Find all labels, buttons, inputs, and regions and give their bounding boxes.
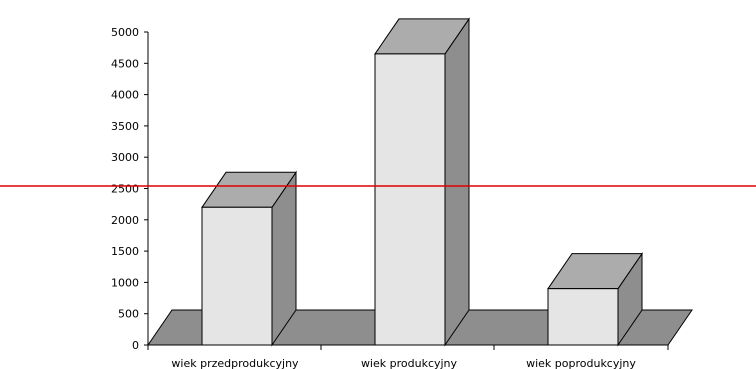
x-category-label: wiek przedprodukcyjny: [171, 357, 299, 369]
y-tick-label: 3000: [111, 151, 139, 164]
y-tick-label: 500: [118, 308, 139, 321]
bar: [374, 17, 470, 347]
y-tick-label: 2500: [111, 183, 139, 196]
bars: [201, 17, 643, 347]
y-tick-label: 5000: [111, 26, 139, 39]
category-labels: wiek przedprodukcyjny wiek produkcyjny wie…: [147, 344, 669, 369]
x-category-label: wiek produkcyjny: [361, 357, 458, 369]
bar-front-face: [374, 53, 446, 346]
bar-front-face: [201, 206, 273, 346]
y-tick-label: 1000: [111, 276, 139, 289]
y-tick-label: 3500: [111, 120, 139, 133]
y-tick-label: 0: [132, 339, 139, 352]
bar: [201, 170, 297, 347]
y-tick-label: 4000: [111, 89, 139, 102]
y-tick-label: 2000: [111, 214, 139, 227]
y-tick-label: 4500: [111, 57, 139, 70]
x-category-label: wiek poprodukcyjny: [526, 357, 636, 369]
y-tick-label: 1500: [111, 245, 139, 258]
bar: [547, 252, 643, 347]
y-axis: 0 500 1000 1500 2000 2500 3000 3500 4000 4500 5000: [111, 26, 149, 352]
bar-side-face: [444, 17, 470, 347]
bar-front-face: [547, 288, 619, 346]
